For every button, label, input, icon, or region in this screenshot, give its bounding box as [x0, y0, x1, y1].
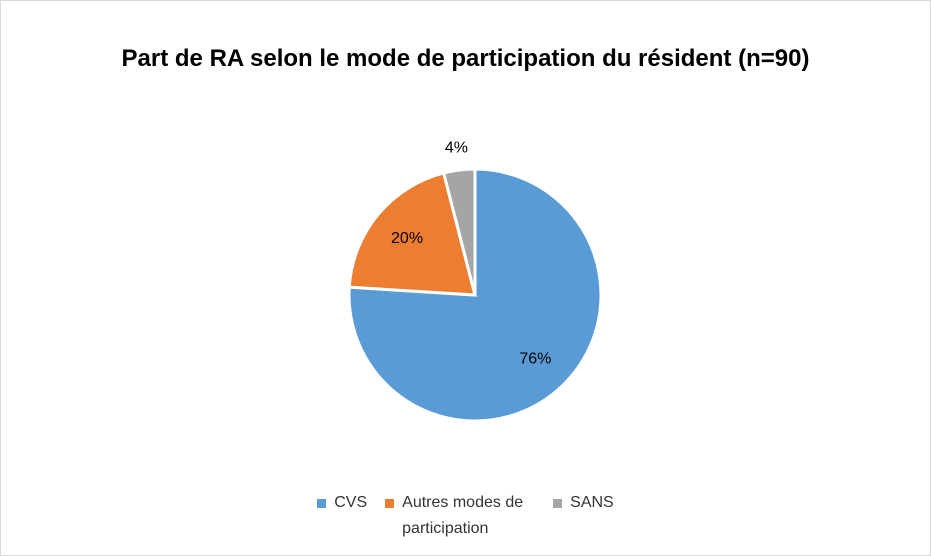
legend-label: Autres modes de participation	[402, 494, 524, 537]
pie-slice	[441, 167, 477, 296]
chart-title: Part de RA selon le mode de participatio…	[121, 45, 810, 72]
legend-item: SANS	[553, 490, 614, 516]
legend-swatch	[317, 499, 327, 508]
data-label: 4%	[445, 139, 468, 156]
pie-slice	[347, 167, 603, 423]
legend-label: CVS	[334, 494, 368, 511]
legend-item: CVS	[317, 490, 367, 516]
data-label: 20%	[391, 230, 423, 247]
legend-swatch	[385, 499, 395, 508]
data-label: 76%	[519, 351, 551, 368]
legend: CVS Autres modes de participation SANS	[0, 490, 931, 542]
legend-swatch	[553, 499, 563, 508]
pie-slice	[347, 171, 477, 297]
legend-label: SANS	[570, 494, 614, 511]
legend-item: Autres modes de participation	[385, 490, 535, 542]
